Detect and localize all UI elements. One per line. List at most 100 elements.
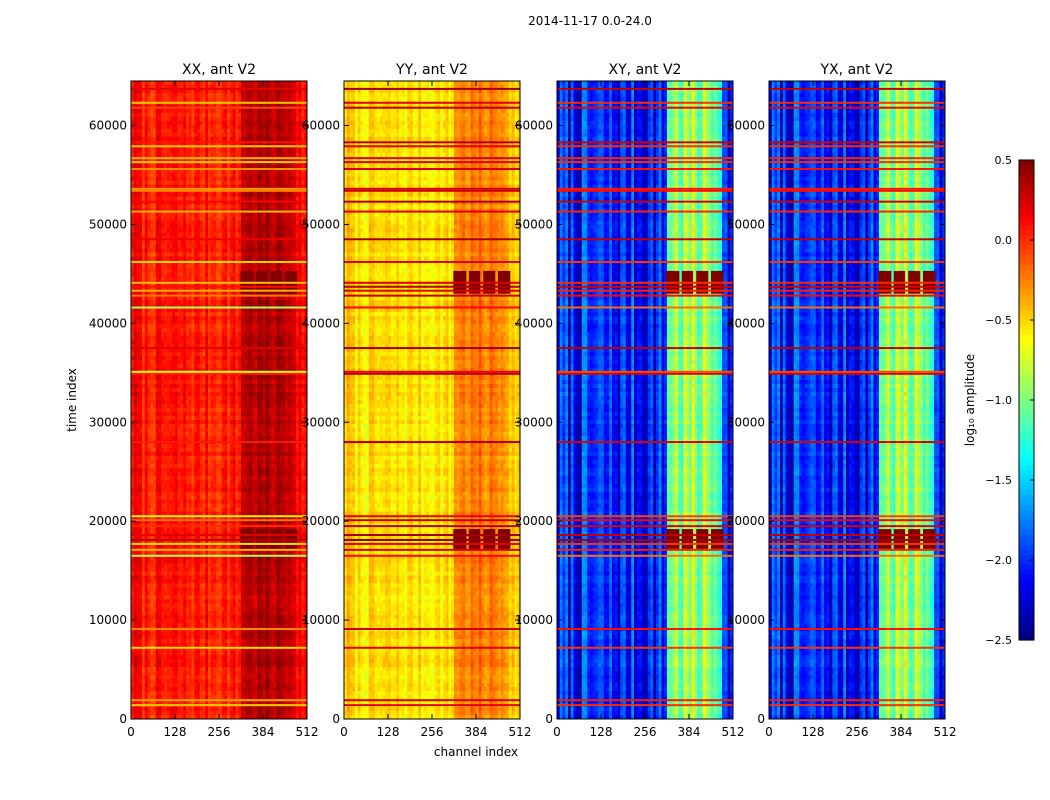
heatmap-cell [153,268,157,273]
heatmap-cell [219,272,223,277]
heatmap-cell [246,200,250,206]
heatmap-cell [150,220,154,226]
heatmap-cell [208,388,212,393]
heatmap-cell [155,216,160,222]
heatmap-cell [285,88,289,94]
heatmap-cell [153,204,157,210]
heatmap-cell [252,184,256,190]
heatmap-cell [304,128,307,134]
heatmap-cell [166,228,171,234]
heatmap-cell [153,244,157,250]
heatmap-cell [287,324,292,329]
heatmap-cell [243,300,248,305]
heatmap-cell [136,264,140,270]
heatmap-cell [131,384,135,389]
heatmap-cell [246,240,250,246]
heatmap-cell [260,328,264,333]
heatmap-cell [230,388,234,393]
heatmap-cell [147,112,151,118]
heatmap-cell [158,368,162,373]
heatmap-cell [186,320,190,325]
heatmap-cell [290,292,294,297]
heatmap-cell [290,180,294,186]
heatmap-cell [296,264,300,270]
heatmap-cell [232,176,237,182]
heatmap-cell [210,336,215,341]
heatmap-cell [282,344,286,349]
heatmap-cell [197,88,201,94]
heatmap-cell [216,180,220,186]
heatmap-cell [246,296,250,301]
heatmap-cell [254,360,259,365]
heatmap-cell [133,136,138,142]
heatmap-cell [268,364,272,369]
heatmap-cell [142,220,146,226]
heatmap-cell [227,164,231,170]
heatmap-cell [301,376,305,381]
heatmap-cell [142,116,146,122]
heatmap-cell [224,300,228,305]
heatmap-cell [153,228,157,234]
heatmap-cell [188,352,193,357]
heatmap-cell [279,368,283,373]
heatmap-cell [227,388,231,393]
heatmap-cell [290,196,294,202]
heatmap-cell [265,328,270,333]
heatmap-cell [287,352,292,357]
heatmap-cell [238,248,242,254]
heatmap-cell [301,356,305,361]
heatmap-cell [169,92,173,98]
heatmap-cell [155,96,160,102]
heatmap-cell [238,324,242,329]
heatmap-cell [172,376,176,381]
heatmap-cell [131,388,135,393]
heatmap-cell [276,196,281,202]
heatmap-cell [265,340,270,345]
heatmap-cell [161,264,165,270]
heatmap-cell [238,128,242,134]
heatmap-cell [177,168,182,174]
heatmap-cell [232,212,237,218]
heatmap-cell [139,352,143,357]
heatmap-cell [243,264,248,270]
heatmap-cell [155,376,160,381]
heatmap-cell [257,112,261,118]
heatmap-cell [263,132,267,138]
heatmap-cell [210,112,215,118]
heatmap-cell [238,312,242,317]
heatmap-cell [213,192,217,198]
heatmap-cell [191,352,195,357]
heatmap-cell [194,84,198,90]
heatmap-cell [139,276,143,281]
heatmap-cell [246,136,250,142]
heatmap-cell [260,388,264,393]
heatmap-cell [210,180,215,186]
heatmap-cell [219,92,223,98]
heatmap-cell [205,232,209,238]
heatmap-cell [249,81,253,86]
heatmap-cell [186,92,190,98]
heatmap-cell [208,256,212,262]
heatmap-cell [279,176,283,182]
heatmap-cell [246,212,250,218]
heatmap-cell [285,180,289,186]
heatmap-cell [147,220,151,226]
heatmap-cell [164,264,168,270]
heatmap-cell [296,360,300,365]
heatmap-cell [224,316,228,321]
heatmap-cell [257,268,261,273]
heatmap-cell [293,308,297,313]
heatmap-cell [131,92,135,98]
heatmap-cell [158,228,162,234]
heatmap-cell [271,292,275,297]
heatmap-cell [232,244,237,250]
heatmap-cell [219,180,223,186]
heatmap-cell [144,272,149,277]
heatmap-cell [301,240,305,246]
heatmap-cell [186,228,190,234]
heatmap-cell [188,380,193,385]
heatmap-cell [290,204,294,210]
heatmap-cell [276,312,281,317]
heatmap-cell [194,380,198,385]
heatmap-cell [235,376,239,381]
